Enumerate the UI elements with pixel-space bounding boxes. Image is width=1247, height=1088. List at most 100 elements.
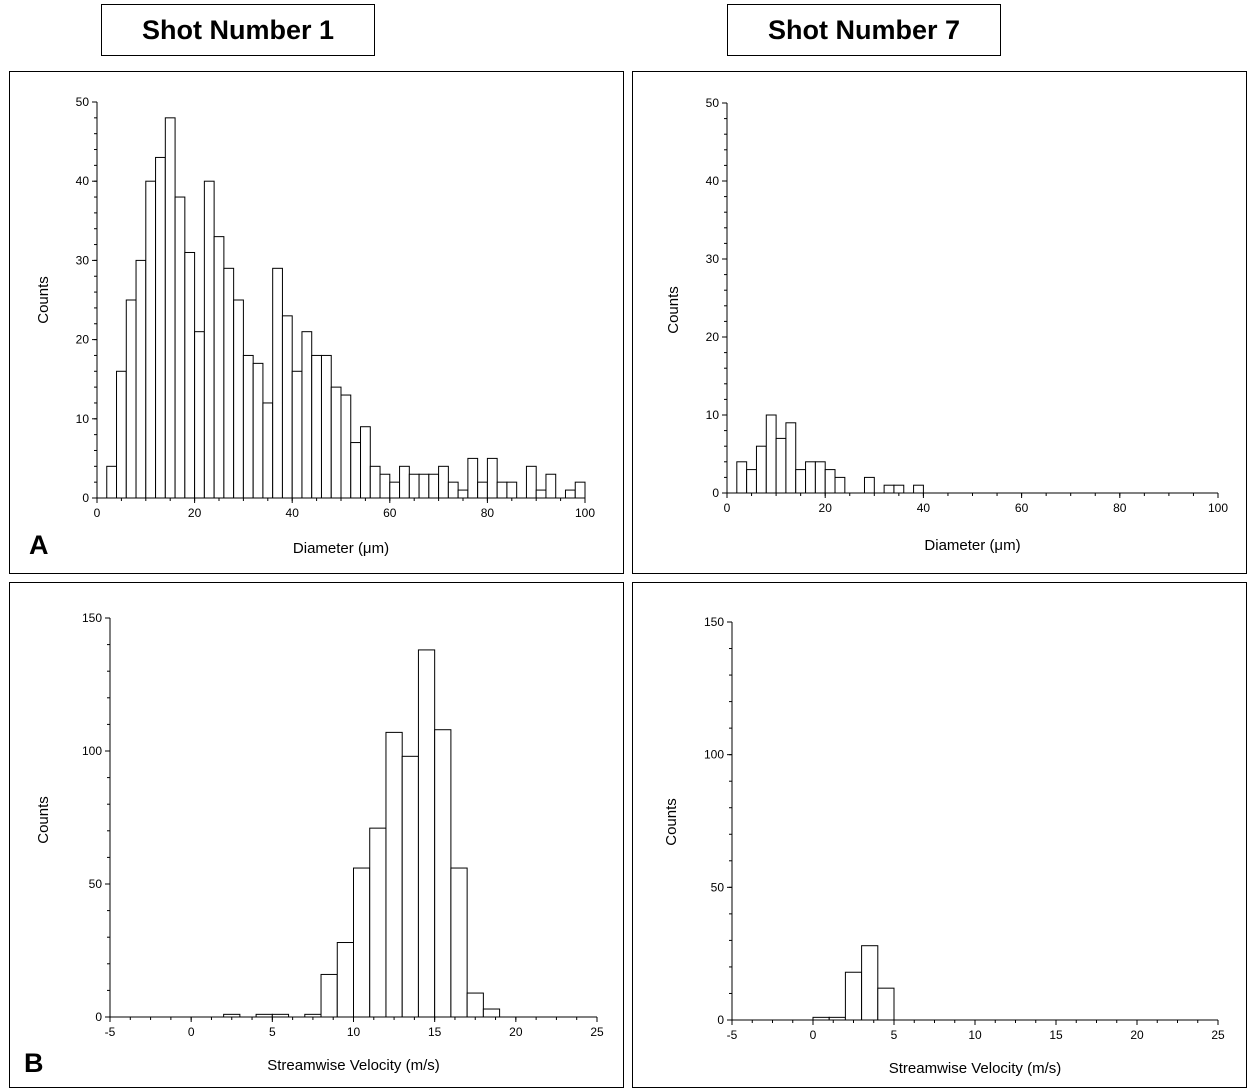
diam1-bar xyxy=(535,489,547,499)
header-shot-number-1: Shot Number 1 xyxy=(101,4,375,56)
diam1-x-tick-label: 80 xyxy=(481,506,495,520)
diam1-bar xyxy=(164,117,176,499)
diam1-y-tick-label: 50 xyxy=(76,95,90,109)
diam1-bar xyxy=(252,362,264,499)
diam1-bar xyxy=(184,251,196,499)
diam7-bar xyxy=(805,461,816,494)
vel7-y-tick-label: 150 xyxy=(704,615,724,629)
diam7-bar xyxy=(814,461,826,494)
vel1-bar xyxy=(417,649,436,1018)
diam1-bar xyxy=(194,331,205,499)
vel1-bar xyxy=(336,942,354,1018)
diam7-bar xyxy=(736,461,748,494)
diam1-bar xyxy=(262,402,274,499)
vel1-x-tick-label: 20 xyxy=(509,1025,523,1039)
diam1-bar xyxy=(155,156,166,499)
vel7-y-axis-label: Counts xyxy=(663,798,680,846)
diam1-bar xyxy=(135,259,147,499)
diam1-bar xyxy=(360,426,371,499)
diam7-y-tick-label: 20 xyxy=(706,330,720,344)
vel1-x-axis-label: Streamwise Velocity (m/s) xyxy=(267,1057,440,1074)
panel-label-a: A xyxy=(29,530,49,560)
vel7-x-tick-label: 25 xyxy=(1211,1028,1225,1042)
diam1-bar xyxy=(477,481,488,499)
diam1-bar xyxy=(281,315,293,499)
vel7-x-tick-label: 10 xyxy=(968,1028,982,1042)
vel7-bar xyxy=(844,971,863,1021)
diam1-bar xyxy=(301,331,313,499)
header-shot-number-7: Shot Number 7 xyxy=(727,4,1001,56)
diam7-y-tick-label: 0 xyxy=(712,486,719,500)
vel1-x-tick-label: 5 xyxy=(269,1025,276,1039)
diam1-bar xyxy=(496,481,508,499)
diam7-y-tick-label: 50 xyxy=(706,96,720,110)
diam1-x-axis-label: Diameter (μm) xyxy=(293,540,389,557)
diam1-bar xyxy=(574,481,586,499)
diam1-bar xyxy=(564,489,576,499)
diam1-y-tick-label: 40 xyxy=(76,174,90,188)
vel1-bar xyxy=(223,1013,241,1018)
diam7-bar xyxy=(893,484,905,494)
diam1-y-axis-label: Counts xyxy=(35,276,52,324)
diam1-bar xyxy=(545,473,557,499)
diam1-bar xyxy=(506,481,518,499)
vel1-bar xyxy=(271,1013,290,1018)
diam1-bar xyxy=(369,465,381,499)
diam7-x-tick-label: 80 xyxy=(1113,501,1127,515)
diam7-y-tick-label: 40 xyxy=(706,174,720,188)
diam1-bar xyxy=(438,465,449,499)
vel1-x-tick-label: -5 xyxy=(105,1025,116,1039)
diam1-bar xyxy=(116,370,127,499)
vel1-bar xyxy=(304,1013,322,1018)
diam1-x-tick-label: 40 xyxy=(286,506,300,520)
diam1-bar xyxy=(174,196,186,499)
vel1-bar xyxy=(466,992,484,1018)
diam1-bar xyxy=(203,180,215,499)
diam7-bar xyxy=(913,484,924,494)
diam1-bar xyxy=(418,473,430,499)
diam7-bar xyxy=(834,476,846,494)
vel1-y-tick-label: 100 xyxy=(82,744,102,758)
diam1-bar xyxy=(399,465,410,499)
diam7-x-axis-label: Diameter (μm) xyxy=(924,537,1020,554)
vel7-x-tick-label: 15 xyxy=(1049,1028,1063,1042)
vel7-x-axis-label: Streamwise Velocity (m/s) xyxy=(889,1060,1062,1077)
vel1-y-axis-label: Counts xyxy=(35,796,52,844)
vel1-bar xyxy=(320,973,338,1018)
diam1-bar xyxy=(486,457,498,499)
diam1-bar xyxy=(106,465,118,499)
diam1-x-tick-label: 20 xyxy=(188,506,202,520)
panel-velocity-shot-7 xyxy=(632,582,1247,1088)
vel1-bar xyxy=(401,755,419,1018)
diam7-x-tick-label: 60 xyxy=(1015,501,1029,515)
diam1-bar xyxy=(272,267,283,499)
diam1-bar xyxy=(389,481,401,499)
diam1-bar xyxy=(447,481,459,499)
vel7-y-tick-label: 50 xyxy=(711,880,725,894)
diam1-bar xyxy=(340,394,352,499)
vel1-bar xyxy=(369,827,387,1018)
vel1-bar xyxy=(385,731,403,1018)
diam7-x-tick-label: 40 xyxy=(917,501,931,515)
diam7-x-tick-label: 20 xyxy=(819,501,833,515)
diam1-bar xyxy=(311,354,322,499)
vel7-bar xyxy=(877,987,895,1021)
diam1-bar xyxy=(379,473,391,499)
panel-diameter-shot-7 xyxy=(632,71,1247,574)
diam7-y-tick-label: 30 xyxy=(706,252,720,266)
diam1-bar xyxy=(213,236,225,499)
diam1-x-tick-label: 60 xyxy=(383,506,397,520)
diam7-bar xyxy=(746,469,757,494)
diam1-bar xyxy=(467,457,479,499)
diam1-x-tick-label: 0 xyxy=(94,506,101,520)
diam7-y-axis-label: Counts xyxy=(665,286,682,334)
diam1-bar xyxy=(350,442,362,499)
vel1-x-tick-label: 15 xyxy=(428,1025,442,1039)
vel7-bar xyxy=(861,945,879,1021)
diam7-bar xyxy=(863,476,875,494)
diam1-bar xyxy=(125,299,137,499)
diam1-bar xyxy=(408,473,420,499)
diam7-bar xyxy=(824,469,836,494)
vel7-bar xyxy=(828,1016,846,1021)
